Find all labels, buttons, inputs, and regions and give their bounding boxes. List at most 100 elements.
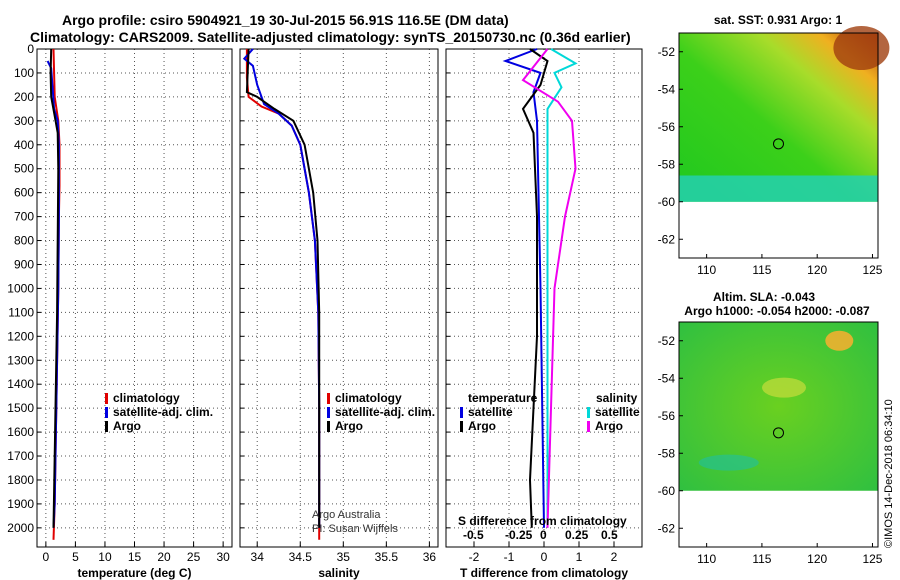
map-x-tick-label: 110 — [697, 552, 716, 566]
diff-temperature-legend-swatch — [460, 421, 463, 432]
map-x-tick-label: 115 — [752, 263, 771, 277]
y-tick-label: 1400 — [7, 377, 34, 391]
x-tick-label: 34.5 — [289, 550, 313, 564]
map-warm-patch — [833, 26, 890, 70]
map-y-tick-label: -54 — [658, 82, 676, 96]
map-frame — [678, 32, 879, 259]
map-sst-map: 110 115 120 125 -52 -54 -56 -58 -60 -62 — [658, 26, 890, 277]
x-tick-label: 34 — [251, 550, 265, 564]
plot-frame — [445, 48, 643, 548]
y-tick-label: 1800 — [7, 473, 34, 487]
imos-timestamp: ©IMOS 14-Dec-2018 06:34:10 — [883, 399, 895, 548]
salinity-legend-swatch — [327, 421, 330, 432]
y-tick-label: 600 — [14, 186, 34, 200]
s-tick-label: 0.5 — [601, 528, 618, 542]
map-y-tick-label: -56 — [658, 409, 676, 423]
map-x-tick-label: 120 — [807, 263, 827, 277]
y-tick-label: 200 — [14, 90, 34, 104]
x-tick-label: 0 — [43, 550, 50, 564]
x-tick-label: 20 — [157, 550, 171, 564]
x-tick-label: 30 — [216, 550, 230, 564]
argo-location-marker — [773, 427, 784, 439]
diff-temperature-legend-label: satellite — [468, 405, 513, 419]
temperature-legend-label: Argo — [113, 419, 141, 433]
x-tick-label: 36 — [423, 550, 437, 564]
sla-map-title-line-2: Argo h1000: -0.054 h2000: -0.087 — [684, 304, 870, 318]
y-tick-label: 1700 — [7, 449, 34, 463]
y-tick-label: 800 — [14, 234, 34, 248]
series-salinity-satellite — [546, 48, 578, 528]
x-tick-label: 0 — [541, 550, 548, 564]
s-difference-label: S difference from climatology — [458, 514, 627, 528]
x-tick-label: 35.5 — [375, 550, 399, 564]
y-tick-label: 1500 — [7, 401, 34, 415]
map-high-patch — [825, 330, 854, 351]
map-x-tick-label: 125 — [862, 552, 882, 566]
sla-map-title-line-1: Altim. SLA: -0.043 — [713, 290, 815, 304]
series-temperature-argo — [521, 48, 549, 528]
y-tick-label: 1600 — [7, 425, 34, 439]
y-tick-label: 300 — [14, 114, 34, 128]
diff-temperature-legend-label: Argo — [468, 419, 496, 433]
temperature-legend-swatch — [105, 393, 108, 404]
salinity-legend-label: Argo — [335, 419, 363, 433]
x-axis-label: temperature (deg C) — [77, 566, 191, 580]
panel-salinity: 34 34.5 35 35.5 36 salinity — [239, 48, 439, 580]
series-climatology — [245, 49, 321, 540]
x-tick-label: 1 — [576, 550, 583, 564]
y-tick-label: 400 — [14, 138, 34, 152]
series-temperature-satellite — [502, 48, 545, 528]
temperature-legend-swatch — [105, 421, 108, 432]
x-axis-label: T difference from climatology — [460, 566, 628, 580]
map-y-tick-label: -60 — [658, 484, 676, 498]
y-tick-label: 900 — [14, 257, 34, 271]
salinity-legend-swatch — [327, 407, 330, 418]
y-tick-label: 0 — [27, 42, 34, 56]
map-x-tick-label: 115 — [752, 552, 771, 566]
map-high-patch — [762, 377, 807, 398]
series-salinity-argo — [521, 48, 577, 528]
x-tick-label: 5 — [72, 550, 79, 564]
map-x-tick-label: 120 — [807, 552, 827, 566]
map-cold-band — [679, 175, 878, 202]
y-tick-label: 1200 — [7, 329, 34, 343]
temperature-legend-label: climatology — [113, 391, 180, 405]
series-argo — [49, 48, 60, 528]
plot-frame — [239, 48, 439, 548]
series-satellite-adj-clim- — [242, 48, 321, 528]
diff-legend-temperature-title: temperature — [468, 391, 538, 405]
panel-temperature: 0 5 10 15 20 25 300100200300400500600700800900… — [7, 42, 233, 580]
y-tick-label: 2000 — [7, 521, 34, 535]
credit-line-1: Argo Australia — [312, 509, 381, 521]
map-y-tick-label: -52 — [658, 45, 676, 59]
diff-temperature-legend-swatch — [460, 407, 463, 418]
map-x-tick-label: 110 — [697, 263, 716, 277]
x-tick-label: 35 — [337, 550, 351, 564]
sst-map-title: sat. SST: 0.931 Argo: 1 — [714, 13, 843, 27]
x-tick-label: 10 — [98, 550, 112, 564]
salinity-legend-swatch — [327, 393, 330, 404]
y-tick-label: 700 — [14, 210, 34, 224]
s-tick-label: -0.5 — [463, 528, 484, 542]
temperature-legend-label: satellite-adj. clim. — [113, 405, 213, 419]
map-y-tick-label: -58 — [658, 157, 676, 171]
figure-title-line-1: Argo profile: csiro 5904921_19 30-Jul-20… — [62, 12, 509, 28]
figure-title-line-2: Climatology: CARS2009. Satellite-adjuste… — [30, 29, 631, 45]
temperature-legend-swatch — [105, 407, 108, 418]
diff-salinity-legend-swatch — [587, 407, 590, 418]
x-tick-label: -1 — [504, 550, 515, 564]
y-tick-label: 1900 — [7, 497, 34, 511]
argo-location-marker — [773, 138, 784, 150]
x-tick-label: 25 — [187, 550, 201, 564]
diff-salinity-legend-swatch — [587, 421, 590, 432]
map-sla-map: 110 115 120 125 -52 -54 -56 -58 -60 -62 — [658, 321, 883, 566]
y-tick-label: 1300 — [7, 353, 34, 367]
panel-differences: -2 -1 0 1 2 T difference from climatology — [445, 48, 643, 580]
y-tick-label: 1100 — [8, 305, 34, 319]
map-y-tick-label: -56 — [658, 120, 676, 134]
plot-frame — [36, 48, 233, 548]
s-tick-label: 0.25 — [565, 528, 589, 542]
x-tick-label: -2 — [469, 550, 480, 564]
